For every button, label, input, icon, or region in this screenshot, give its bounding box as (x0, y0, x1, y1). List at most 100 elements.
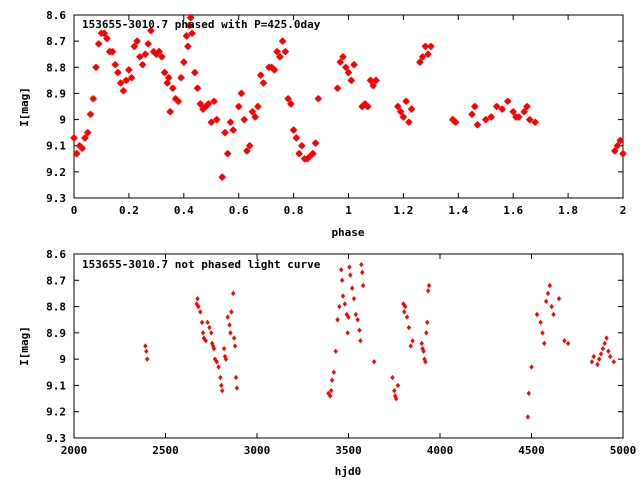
unphased-data-point (357, 327, 362, 333)
unphased-data-point (335, 317, 340, 323)
unphased-data-point (205, 319, 210, 326)
phased-data-point (136, 53, 144, 61)
unphased-data-point (225, 314, 230, 320)
phased-data-point (218, 173, 226, 181)
unphased-data-point (337, 303, 342, 310)
unphased-data-point (347, 264, 352, 270)
phased-data-point (240, 115, 248, 124)
unphased-data-point (395, 382, 401, 389)
unphased-data-point (203, 338, 208, 344)
phased-data-point (407, 105, 416, 113)
phased-data-point (492, 102, 501, 111)
unphased-data-point (597, 356, 602, 362)
phased-data-point (243, 147, 251, 155)
unphased-data-point (220, 388, 225, 394)
unphased-data-point (602, 340, 607, 347)
unphased-data-point (598, 351, 604, 357)
unphased-data-point (410, 338, 415, 344)
phased-data-point (396, 107, 405, 116)
unphased-data-point (328, 388, 334, 394)
phased-data-point (287, 100, 295, 108)
unphased-data-point (198, 309, 203, 315)
unphased-data-point (194, 301, 199, 307)
phased-data-point (229, 126, 237, 134)
phased-ytick-label: 8.7 (46, 35, 66, 48)
unphased-data-point (591, 353, 596, 360)
unphased-xtick-label: 3500 (335, 444, 362, 457)
phased-data-point (185, 21, 194, 30)
unphased-data-point (339, 267, 344, 273)
phased-data-point (471, 102, 479, 111)
unphased-xtick-label: 4000 (427, 444, 454, 457)
phased-data-point (78, 144, 86, 153)
phased-data-point (166, 107, 174, 116)
phased-xtick-label: 1.4 (448, 204, 468, 217)
unphased-data-point (353, 311, 358, 318)
phased-plot-ylabel: I[mag] (18, 87, 31, 127)
unphased-data-point (401, 301, 406, 307)
phased-data-point (116, 79, 125, 87)
phased-plot-frame (73, 14, 624, 199)
unphased-data-point (228, 330, 233, 336)
unphased-plot: 2000 2500 3000 3500 4000 4500 5000 8.6 8.7 8.8 8.9… (18, 248, 636, 478)
unphased-plot-ylabel: I[mag] (18, 326, 31, 366)
phased-data-point (427, 42, 435, 51)
phased-data-point (184, 42, 192, 51)
unphased-data-point (549, 303, 554, 310)
phased-data-point (295, 149, 303, 158)
phased-xtick-label: 0 (71, 204, 78, 217)
phased-data-point (186, 13, 195, 22)
phased-data-point (451, 118, 460, 126)
phased-data-point (292, 134, 301, 142)
unphased-data-point (425, 288, 431, 294)
unphased-plot-ticks: 2000 2500 3000 3500 4000 4500 5000 8.6 8.7 8.8 8.9… (46, 248, 636, 457)
phased-ytick-label: 9.2 (46, 166, 66, 179)
phased-data-point (616, 136, 625, 145)
phased-data-point (482, 115, 490, 124)
phased-xtick-label: 1.2 (393, 204, 413, 217)
phased-data-point (276, 53, 284, 61)
phased-xtick-label: 0.6 (229, 204, 249, 217)
unphased-data-point (339, 277, 345, 283)
phased-plot-title: 153655-3010.7 phased with P=425.0day (82, 18, 321, 31)
phased-xtick-label: 0.2 (119, 204, 139, 217)
unphased-data-point (562, 338, 567, 344)
phased-data-point (174, 97, 183, 106)
phased-data-point (372, 76, 380, 85)
phased-data-point (311, 139, 320, 147)
phased-data-point (270, 66, 279, 74)
phased-data-point (289, 126, 298, 134)
unphased-data-point (545, 290, 551, 297)
phased-data-point (144, 40, 152, 48)
phased-data-point (138, 60, 147, 69)
phased-data-point (141, 50, 150, 58)
phased-data-point (487, 113, 495, 121)
unphased-data-point (406, 324, 412, 331)
unphased-data-point (221, 345, 227, 352)
phased-data-point (525, 115, 534, 124)
phased-data-point (394, 102, 402, 111)
phased-data-point (278, 37, 287, 45)
unphased-data-point (360, 269, 365, 276)
unphased-plot-xlabel: hjd0 (335, 465, 362, 478)
unphased-data-point (145, 356, 150, 362)
phased-data-point (130, 42, 139, 51)
phased-ytick-label: 9.1 (46, 140, 66, 153)
unphased-data-point (199, 319, 205, 326)
phased-data-point (347, 76, 355, 85)
phased-data-point (284, 94, 292, 103)
unphased-data-point (214, 359, 219, 365)
unphased-data-point (595, 361, 600, 368)
phased-data-point (70, 134, 78, 142)
unphased-data-point (234, 385, 240, 391)
unphased-data-point (350, 285, 355, 291)
phased-data-point (256, 71, 265, 79)
phased-data-point (108, 47, 117, 56)
phased-ytick-label: 9 (59, 114, 66, 127)
phased-data-point (147, 26, 155, 35)
unphased-data-point (604, 335, 609, 341)
unphased-data-point (358, 338, 363, 344)
unphased-data-point (346, 314, 351, 320)
phased-data-point (155, 47, 163, 56)
